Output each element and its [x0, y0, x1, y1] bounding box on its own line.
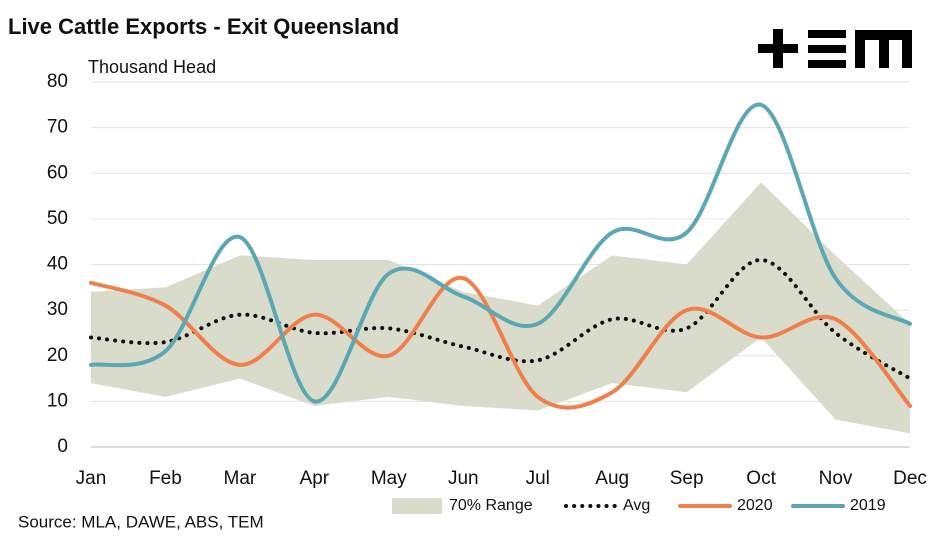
- legend-label: 2019: [850, 497, 886, 514]
- y-tick-label: 60: [47, 162, 68, 183]
- y-tick-label: 0: [57, 436, 68, 457]
- y-tick-label: 30: [47, 299, 68, 320]
- legend-label: 2020: [737, 497, 773, 514]
- x-tick-label: Mar: [224, 468, 257, 489]
- y-tick-label: 70: [47, 117, 68, 138]
- y-tick-label: 20: [47, 345, 68, 366]
- x-tick-label: Jan: [76, 468, 107, 489]
- y-tick-label: 80: [47, 71, 68, 92]
- series-line: [89, 257, 912, 381]
- legend-swatch: [392, 498, 442, 514]
- logo: [758, 29, 912, 68]
- x-tick-label: May: [371, 468, 407, 489]
- x-tick-label: Nov: [819, 468, 853, 489]
- x-tick-label: Oct: [746, 468, 776, 489]
- y-tick-label: 50: [47, 208, 68, 229]
- x-tick-label: Aug: [595, 468, 629, 489]
- x-tick-label: Jul: [526, 468, 550, 489]
- x-tick-label: Feb: [149, 468, 182, 489]
- x-tick-label: Dec: [893, 468, 927, 489]
- chart-title: Live Cattle Exports - Exit Queensland: [8, 14, 399, 39]
- series-line: [89, 276, 912, 410]
- x-tick-label: Sep: [670, 468, 704, 489]
- range-band: [91, 182, 910, 434]
- x-tick-label: Apr: [300, 468, 330, 489]
- y-tick-label: 40: [47, 254, 68, 275]
- unit-label: Thousand Head: [88, 57, 216, 77]
- legend-label: 70% Range: [449, 497, 533, 514]
- legend-label: Avg: [623, 497, 650, 514]
- source-note: Source: MLA, DAWE, ABS, TEM: [18, 512, 264, 531]
- series-line: [89, 102, 912, 404]
- x-tick-label: Jun: [448, 468, 479, 489]
- y-tick-label: 10: [47, 390, 68, 411]
